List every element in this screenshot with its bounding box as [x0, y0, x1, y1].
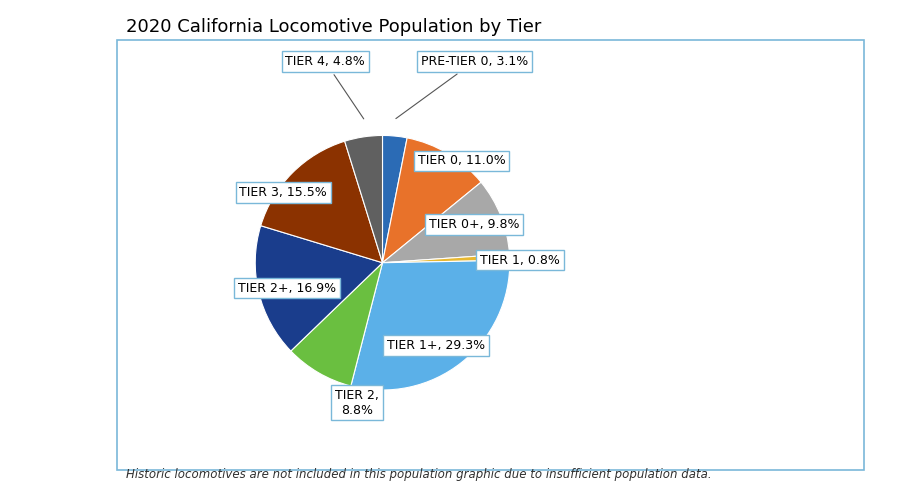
- Text: TIER 2,
8.8%: TIER 2, 8.8%: [335, 388, 379, 416]
- Text: TIER 1+, 29.3%: TIER 1+, 29.3%: [387, 339, 485, 352]
- Text: TIER 1, 0.8%: TIER 1, 0.8%: [480, 254, 560, 266]
- Wedge shape: [291, 262, 382, 386]
- Wedge shape: [382, 182, 509, 262]
- Text: TIER 0, 11.0%: TIER 0, 11.0%: [418, 154, 505, 168]
- Text: TIER 2+, 16.9%: TIER 2+, 16.9%: [238, 282, 336, 294]
- Text: TIER 4, 4.8%: TIER 4, 4.8%: [285, 55, 365, 119]
- Text: TIER 0+, 9.8%: TIER 0+, 9.8%: [429, 218, 519, 231]
- Wedge shape: [261, 141, 382, 262]
- Wedge shape: [351, 260, 509, 390]
- Wedge shape: [382, 136, 407, 262]
- Text: TIER 3, 15.5%: TIER 3, 15.5%: [239, 186, 327, 199]
- Wedge shape: [382, 138, 482, 262]
- Text: Historic locomotives are not included in this population graphic due to insuffic: Historic locomotives are not included in…: [126, 468, 712, 481]
- Wedge shape: [345, 136, 382, 262]
- Text: PRE-TIER 0, 3.1%: PRE-TIER 0, 3.1%: [396, 55, 527, 118]
- Text: 2020 California Locomotive Population by Tier: 2020 California Locomotive Population by…: [126, 18, 542, 36]
- Wedge shape: [382, 254, 509, 262]
- Wedge shape: [256, 226, 382, 351]
